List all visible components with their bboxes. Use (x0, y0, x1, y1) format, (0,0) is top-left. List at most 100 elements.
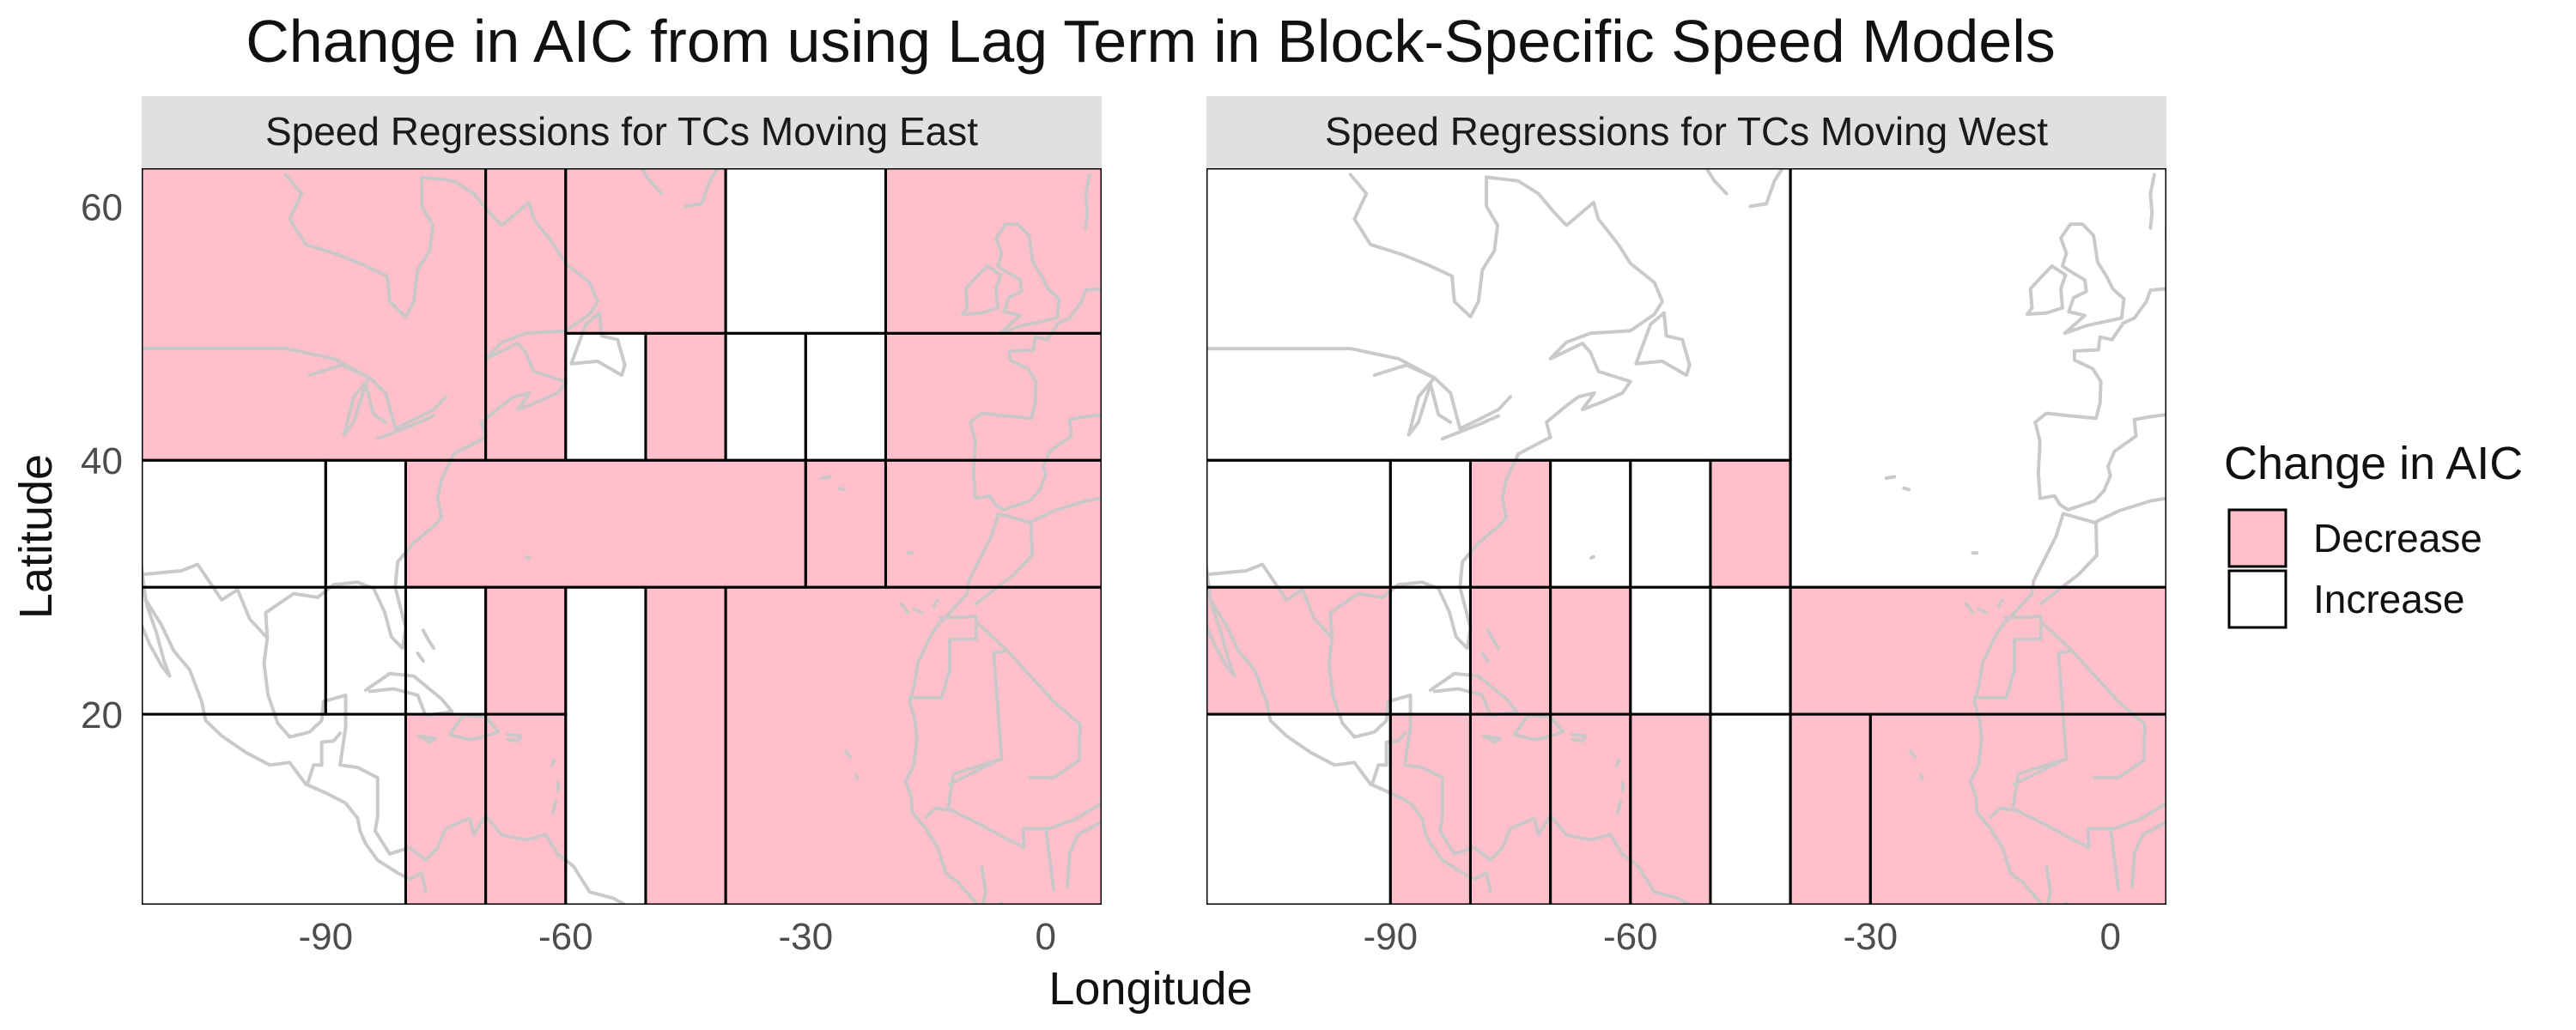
coastline (948, 620, 1010, 786)
coastline (2070, 649, 2147, 780)
block-increase (565, 333, 646, 461)
coastline (525, 554, 531, 560)
coastline (1884, 475, 1897, 480)
block-decrease (485, 168, 566, 461)
coastline (1634, 311, 1692, 378)
panel-clip-group (1206, 168, 2166, 905)
coastline (946, 756, 1102, 850)
coastline (1005, 649, 1082, 780)
x-tick-label: -90 (1363, 916, 1418, 958)
block-decrease (1470, 460, 1551, 588)
block-decrease (1550, 587, 1631, 715)
panel-clip-group (142, 168, 1102, 905)
coastline (837, 486, 846, 492)
coastline (1571, 732, 1588, 743)
coastline (969, 287, 1102, 424)
coastline (1428, 671, 1519, 718)
x-tick-label: 0 (1036, 916, 1056, 958)
strip-east-background (142, 96, 1102, 168)
coastline (262, 636, 616, 900)
coastline (1043, 827, 1056, 892)
coastline (1996, 598, 2004, 609)
block-increase (1550, 460, 1631, 588)
coastline (142, 579, 172, 678)
coastline (1480, 651, 1490, 663)
x-tick-label: 0 (2100, 916, 2121, 958)
block-border (1868, 712, 2166, 905)
block-decrease (726, 587, 1102, 905)
y-tick-label: 40 (81, 440, 123, 482)
coastline (1704, 168, 1728, 196)
coastline (1748, 168, 1784, 209)
x-axis-east: -90 -60 -30 0 (298, 916, 1056, 958)
coastline (969, 413, 1102, 512)
coastline (1989, 806, 2020, 819)
panel-east-plot (142, 168, 1102, 905)
block-increase (1206, 168, 1791, 461)
coastline (1327, 636, 1680, 900)
block-increase (726, 333, 806, 461)
block-increase (142, 460, 326, 588)
coastline (2129, 820, 2166, 889)
panel-east: Speed Regressions for TCs Moving East (142, 96, 1102, 905)
coastline (2148, 173, 2156, 230)
legend-label-decrease: Decrease (2313, 516, 2482, 560)
block-decrease (1790, 587, 2166, 715)
coastline (1615, 798, 1623, 815)
legend-title: Change in AIC (2224, 438, 2523, 489)
coastline (1370, 731, 1407, 786)
panel-west: Speed Regressions for TCs Moving West (1206, 96, 2166, 905)
coastline-map (1206, 168, 2166, 905)
block-decrease (885, 168, 1102, 334)
legend-label-increase: Increase (2313, 577, 2464, 621)
coastline (283, 173, 435, 319)
block-decrease (885, 333, 1102, 461)
coastline (2011, 756, 2166, 850)
y-axis-title: Latitude (10, 454, 62, 619)
coastline (375, 414, 436, 441)
chart-title: Change in AIC from using Lag Term in Blo… (246, 8, 2056, 75)
coastline (908, 615, 978, 700)
coastline (1902, 486, 1911, 492)
block-increase (405, 587, 486, 715)
coastline (363, 671, 454, 718)
coastline (1589, 554, 1595, 560)
coastline (683, 168, 720, 209)
block-decrease (1390, 714, 1471, 905)
coastline (1968, 512, 2069, 905)
coastline (2038, 522, 2099, 606)
block-increase (565, 587, 646, 905)
block-increase (142, 587, 326, 715)
coastline (506, 732, 523, 743)
block-increase (1390, 587, 1471, 715)
block-increase (1630, 587, 1710, 715)
legend-key-decrease (2227, 508, 2287, 568)
coastline (2059, 222, 2126, 336)
x-tick-label: -60 (1603, 916, 1658, 958)
coastline (2061, 496, 2166, 524)
block-increase (325, 460, 406, 588)
coastline (2108, 827, 2121, 892)
block-decrease (645, 333, 726, 461)
coastline (1206, 347, 1512, 431)
block-increase (1790, 168, 2166, 588)
block-increase (325, 587, 406, 715)
coastline (1440, 414, 1501, 441)
coastline (1482, 734, 1502, 744)
block-increase (1206, 460, 1391, 588)
coastline (2025, 264, 2068, 317)
x-tick-label: -90 (298, 916, 353, 958)
coastline (1065, 820, 1102, 889)
block-increase (1710, 714, 1791, 905)
legend: Change in AIC Decrease Increase (2224, 438, 2523, 629)
coastline (912, 607, 924, 615)
block-decrease (565, 168, 726, 334)
block-increase (142, 714, 406, 905)
strip-west-background (1206, 96, 2166, 168)
coastline (305, 731, 343, 786)
panel-west-plot (1206, 168, 2166, 905)
block-decrease (1470, 587, 1551, 715)
coastline (416, 651, 425, 663)
coastline (1084, 173, 1091, 230)
strip-east-label: Speed Regressions for TCs Moving East (265, 109, 978, 154)
